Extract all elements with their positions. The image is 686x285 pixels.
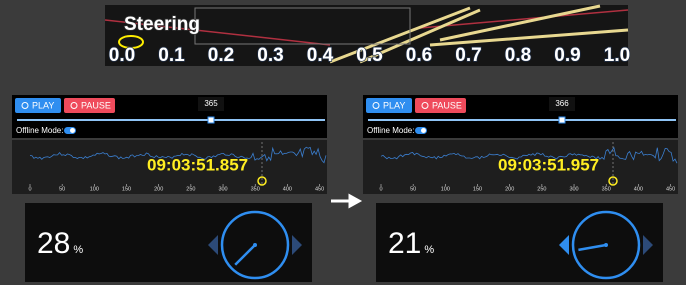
play-button[interactable]: PLAY bbox=[15, 98, 61, 113]
x-tick-label: 200 bbox=[505, 186, 514, 192]
x-tick-label: 150 bbox=[473, 186, 482, 192]
toggle-knob bbox=[70, 128, 75, 133]
x-tick-label: 100 bbox=[90, 186, 99, 192]
needle-hub bbox=[253, 243, 257, 247]
percent-value: 28 bbox=[37, 227, 70, 260]
x-tick-label: 450 bbox=[666, 186, 675, 192]
timestamp: 09:03:51.957 bbox=[498, 155, 599, 174]
percent-unit: % bbox=[73, 244, 83, 256]
percent-unit: % bbox=[424, 244, 434, 256]
x-tick-label: 0 bbox=[28, 186, 31, 192]
scale-label: 1.0 bbox=[604, 45, 630, 66]
frame-number: 365 bbox=[204, 99, 218, 108]
scale-label: 0.8 bbox=[505, 45, 531, 66]
offline-toggle[interactable] bbox=[64, 127, 76, 134]
offline-label: Offline Mode: bbox=[16, 126, 63, 135]
offline-label: Offline Mode: bbox=[367, 126, 414, 135]
scale-label: 0.1 bbox=[158, 45, 185, 66]
play-label: PLAY bbox=[383, 100, 405, 110]
pause-label: PAUSE bbox=[81, 100, 111, 110]
x-tick-label: 450 bbox=[315, 186, 324, 192]
frame-number: 366 bbox=[555, 99, 569, 108]
slider-thumb[interactable] bbox=[559, 117, 565, 123]
x-tick-label: 400 bbox=[283, 186, 292, 192]
scale-label: 0.3 bbox=[257, 45, 283, 66]
banner-title: Steering bbox=[124, 14, 200, 35]
x-tick-label: 100 bbox=[441, 186, 450, 192]
scale-label: 0.2 bbox=[208, 45, 234, 66]
scale-label: 0.9 bbox=[554, 45, 580, 66]
needle-hub bbox=[604, 243, 608, 247]
pause-button[interactable]: PAUSE bbox=[64, 98, 115, 113]
play-label: PLAY bbox=[32, 100, 54, 110]
x-tick-label: 200 bbox=[154, 186, 163, 192]
x-tick-label: 50 bbox=[59, 186, 65, 192]
offline-toggle[interactable] bbox=[415, 127, 427, 134]
scale-label: 0.6 bbox=[406, 45, 432, 66]
x-tick-label: 400 bbox=[634, 186, 643, 192]
x-tick-label: 250 bbox=[186, 186, 195, 192]
x-tick-label: 250 bbox=[537, 186, 546, 192]
scale-label: 0.4 bbox=[307, 45, 334, 66]
scale-label: 0.0 bbox=[109, 45, 135, 66]
timestamp: 09:03:51.857 bbox=[147, 155, 248, 174]
x-tick-label: 300 bbox=[218, 186, 227, 192]
x-tick-label: 150 bbox=[122, 186, 131, 192]
x-tick-label: 350 bbox=[602, 186, 611, 192]
scale-label: 0.7 bbox=[455, 45, 481, 66]
banner: Steering 0.0 0.1 0.2 0.3 0.4 0.5 0.6 0.7 0.8 0.9 1… bbox=[105, 5, 630, 66]
slider-thumb[interactable] bbox=[208, 117, 214, 123]
x-tick-label: 50 bbox=[410, 186, 416, 192]
x-tick-label: 0 bbox=[379, 186, 382, 192]
percent-value: 21 bbox=[388, 227, 421, 260]
pause-label: PAUSE bbox=[432, 100, 462, 110]
toggle-knob bbox=[421, 128, 426, 133]
player-panel: PLAY PAUSE 365 Offline Mode: 0 50 100 150 200 250… bbox=[12, 95, 327, 282]
scale-label: 0.5 bbox=[356, 45, 383, 66]
pause-button[interactable]: PAUSE bbox=[415, 98, 466, 113]
x-tick-label: 300 bbox=[569, 186, 578, 192]
player-panel: PLAY PAUSE 366 Offline Mode: 0 50 100 150 200 250… bbox=[363, 95, 678, 282]
play-button[interactable]: PLAY bbox=[366, 98, 412, 113]
x-tick-label: 350 bbox=[251, 186, 260, 192]
screen: Steering 0.0 0.1 0.2 0.3 0.4 0.5 0.6 0.7 0.8 0.9 1… bbox=[0, 0, 686, 285]
